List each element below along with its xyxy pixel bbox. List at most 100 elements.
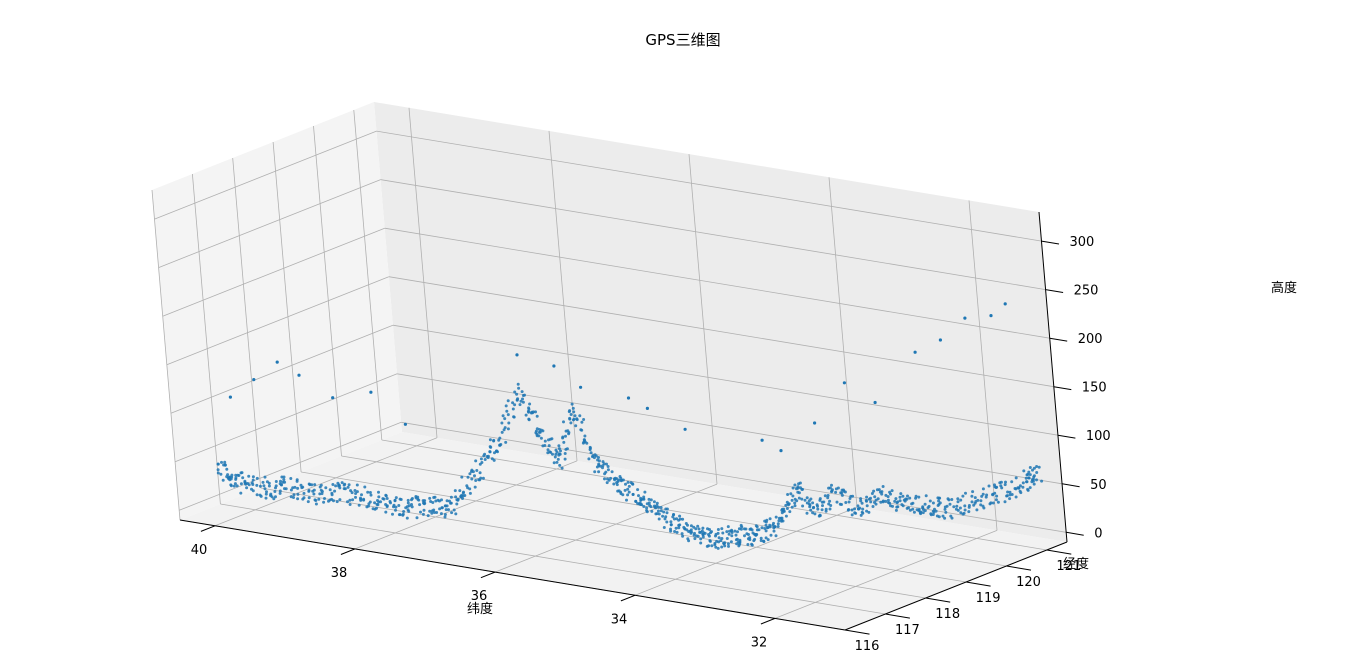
grid-line-x bbox=[354, 460, 578, 550]
data-point bbox=[474, 459, 478, 463]
data-point bbox=[419, 510, 422, 514]
data-point bbox=[438, 499, 441, 503]
data-point bbox=[406, 508, 410, 512]
grid-line-y bbox=[151, 189, 181, 521]
grid-line-z bbox=[162, 227, 385, 317]
data-point bbox=[332, 499, 335, 503]
data-point bbox=[853, 507, 857, 511]
data-point bbox=[1028, 473, 1032, 477]
data-point bbox=[394, 505, 398, 509]
z-tick-mark bbox=[1041, 240, 1060, 245]
data-point bbox=[835, 500, 839, 504]
data-point bbox=[494, 449, 498, 453]
data-point bbox=[247, 474, 251, 478]
data-point bbox=[456, 497, 460, 501]
data-point bbox=[764, 529, 768, 533]
data-point-outlier bbox=[297, 373, 301, 377]
data-point bbox=[617, 489, 621, 493]
data-point bbox=[239, 482, 243, 486]
data-point bbox=[698, 530, 702, 534]
data-point bbox=[302, 491, 306, 495]
grid-line-z bbox=[170, 324, 394, 414]
data-point bbox=[894, 508, 898, 512]
data-point bbox=[445, 499, 449, 503]
z-tick-label: 50 bbox=[1090, 478, 1107, 493]
data-point bbox=[678, 514, 682, 518]
data-point-outlier bbox=[498, 443, 502, 447]
data-point bbox=[555, 450, 559, 454]
data-point bbox=[453, 489, 457, 493]
data-point bbox=[547, 444, 551, 448]
data-point bbox=[962, 511, 966, 515]
data-point bbox=[265, 490, 268, 494]
data-point bbox=[803, 498, 807, 502]
y-axis-label: 经度 bbox=[1063, 556, 1089, 572]
data-point bbox=[593, 470, 597, 474]
data-point bbox=[307, 496, 311, 500]
data-point bbox=[634, 499, 638, 503]
data-point bbox=[580, 420, 584, 424]
data-point bbox=[267, 484, 271, 488]
data-point bbox=[506, 399, 510, 403]
data-point bbox=[993, 491, 997, 495]
z-tick-mark bbox=[1057, 434, 1076, 439]
data-point bbox=[886, 498, 890, 502]
data-point bbox=[479, 476, 483, 480]
data-point bbox=[483, 458, 487, 461]
data-point bbox=[578, 414, 582, 418]
data-point bbox=[790, 505, 794, 509]
data-point bbox=[791, 486, 795, 490]
data-points bbox=[216, 302, 1044, 550]
data-point bbox=[251, 483, 255, 486]
data-point bbox=[720, 527, 724, 531]
data-point bbox=[621, 478, 625, 482]
data-point bbox=[976, 498, 980, 502]
data-point bbox=[645, 506, 649, 510]
data-point bbox=[725, 537, 729, 540]
data-point bbox=[379, 500, 383, 504]
y-tick-mark bbox=[885, 613, 910, 619]
data-point bbox=[302, 496, 306, 500]
data-point bbox=[713, 543, 717, 547]
data-point bbox=[322, 500, 326, 504]
data-point bbox=[828, 486, 832, 490]
grid-line-z bbox=[388, 276, 1054, 388]
data-point bbox=[840, 493, 844, 497]
data-point bbox=[928, 499, 932, 503]
data-point bbox=[580, 428, 584, 432]
data-point bbox=[911, 507, 915, 511]
data-point bbox=[860, 501, 864, 505]
data-point bbox=[743, 534, 746, 538]
grid-line-x bbox=[828, 177, 858, 508]
data-point bbox=[871, 505, 875, 508]
data-point bbox=[856, 504, 860, 508]
z-tick-label: 300 bbox=[1070, 235, 1095, 250]
data-point bbox=[805, 511, 809, 515]
data-point bbox=[729, 540, 733, 544]
data-point bbox=[310, 483, 314, 487]
data-point bbox=[797, 491, 801, 495]
data-point bbox=[776, 522, 780, 526]
data-point bbox=[563, 452, 567, 455]
data-point bbox=[638, 501, 642, 505]
data-point bbox=[354, 495, 357, 499]
data-point bbox=[669, 523, 673, 527]
data-point bbox=[366, 490, 370, 494]
data-point bbox=[582, 438, 586, 442]
data-point bbox=[574, 424, 578, 428]
data-point bbox=[280, 483, 283, 487]
data-point bbox=[548, 437, 552, 441]
data-point bbox=[473, 485, 477, 489]
data-point bbox=[807, 502, 811, 506]
data-point bbox=[558, 463, 562, 467]
data-point bbox=[570, 402, 574, 406]
data-point bbox=[677, 526, 681, 530]
data-point bbox=[613, 476, 617, 480]
data-point bbox=[505, 409, 509, 413]
data-point bbox=[324, 486, 328, 490]
data-point-outlier bbox=[252, 378, 256, 382]
data-point bbox=[874, 498, 878, 502]
data-point bbox=[650, 509, 654, 513]
data-point bbox=[693, 531, 696, 535]
data-point bbox=[605, 462, 608, 466]
